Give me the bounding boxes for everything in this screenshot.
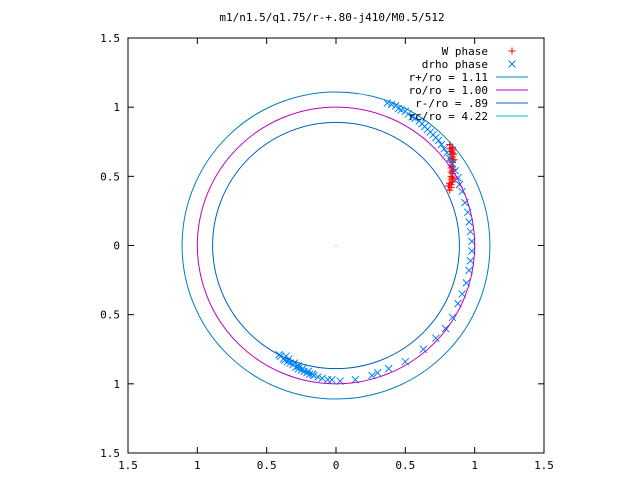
drho-phase-point [441, 324, 450, 333]
series-drho-phase [275, 99, 476, 385]
y-tick-label: 0.5 [100, 170, 120, 183]
legend-label: r-/ro = .89 [415, 97, 488, 110]
origin-point [335, 245, 337, 246]
x-tick-label: 1 [471, 459, 478, 472]
legend-label: W phase [442, 45, 488, 58]
chart-title: m1/n1.5/q1.75/r-+.80-j410/M0.5/512 [219, 11, 444, 24]
circle-r-ro [181, 91, 491, 400]
axis-ticks [127, 37, 545, 454]
legend-label: ro/ro = 1.00 [409, 84, 488, 97]
x-tick-label: 1 [194, 459, 201, 472]
drho-phase-point [466, 227, 475, 236]
drho-phase-point [383, 99, 392, 107]
drho-phase-point [314, 373, 322, 381]
drho-phase-point [451, 166, 460, 175]
drho-phase-point [308, 370, 317, 379]
x-tick-label: 1.5 [534, 459, 554, 472]
drho-phase-point [448, 313, 457, 322]
drho-phase-point [465, 266, 473, 275]
drho-phase-point [465, 218, 473, 226]
drho-phase-point [443, 148, 451, 157]
legend-item: rc/ro = 4.22 [409, 110, 528, 123]
legend-item: ro/ro = 1.00 [409, 84, 528, 97]
x-tick-label: 0.5 [395, 459, 415, 472]
x-tick-label: 0.5 [257, 459, 277, 472]
drho-phase-point [373, 368, 382, 377]
y-tick-labels: 1.5 1 0.5 0 0.5 1 1.5 [100, 32, 120, 460]
legend-item: r-/ro = .89 [415, 97, 528, 110]
drho-phase-point [323, 375, 332, 384]
y-tick-label: 1.5 [100, 32, 120, 45]
circle-ro-ro [196, 106, 476, 385]
drho-phase-point [411, 114, 419, 123]
series-w-phase [444, 141, 458, 194]
drho-phase-point [384, 364, 393, 373]
drho-phase-point [318, 374, 326, 383]
y-tick-label: 1 [113, 378, 120, 391]
y-tick-label: 0 [113, 240, 120, 253]
legend-item: r+/ro = 1.11 [409, 71, 528, 84]
x-tick-label: 1.5 [118, 459, 138, 472]
drho-phase-point [387, 100, 396, 109]
w-phase-point [444, 182, 452, 190]
drho-phase-point [466, 256, 475, 265]
drho-phase-point [440, 144, 449, 153]
legend-item: W phase [442, 45, 516, 58]
x-tick-label: 0 [333, 459, 340, 472]
y-tick-label: 1.5 [100, 447, 120, 460]
y-tick-label: 0.5 [100, 309, 120, 322]
drho-phase-point [431, 334, 440, 343]
data-markers [275, 99, 476, 385]
reference-circles [181, 91, 491, 400]
drho-phase-point [304, 367, 313, 376]
cross-marker-icon [508, 60, 516, 68]
circle-r-ro [212, 121, 460, 370]
legend-label: rc/ro = 4.22 [409, 110, 488, 123]
w-phase-point [450, 150, 458, 158]
legend-label: drho phase [422, 58, 488, 71]
drho-phase-point [437, 140, 446, 149]
x-tick-labels: 1.5 1 0.5 0 0.5 1 1.5 [118, 459, 554, 472]
plus-marker-icon [508, 47, 516, 55]
drho-phase-point [327, 375, 336, 384]
drho-phase-point [404, 110, 412, 118]
drho-phase-point [434, 136, 443, 145]
legend-item: drho phase [422, 58, 516, 71]
drho-phase-point [368, 371, 376, 380]
y-tick-label: 1 [113, 101, 120, 114]
legend-label: r+/ro = 1.11 [409, 71, 488, 84]
drho-phase-point [298, 364, 307, 373]
drho-phase-point [419, 345, 428, 354]
drho-phase-point [445, 154, 454, 163]
